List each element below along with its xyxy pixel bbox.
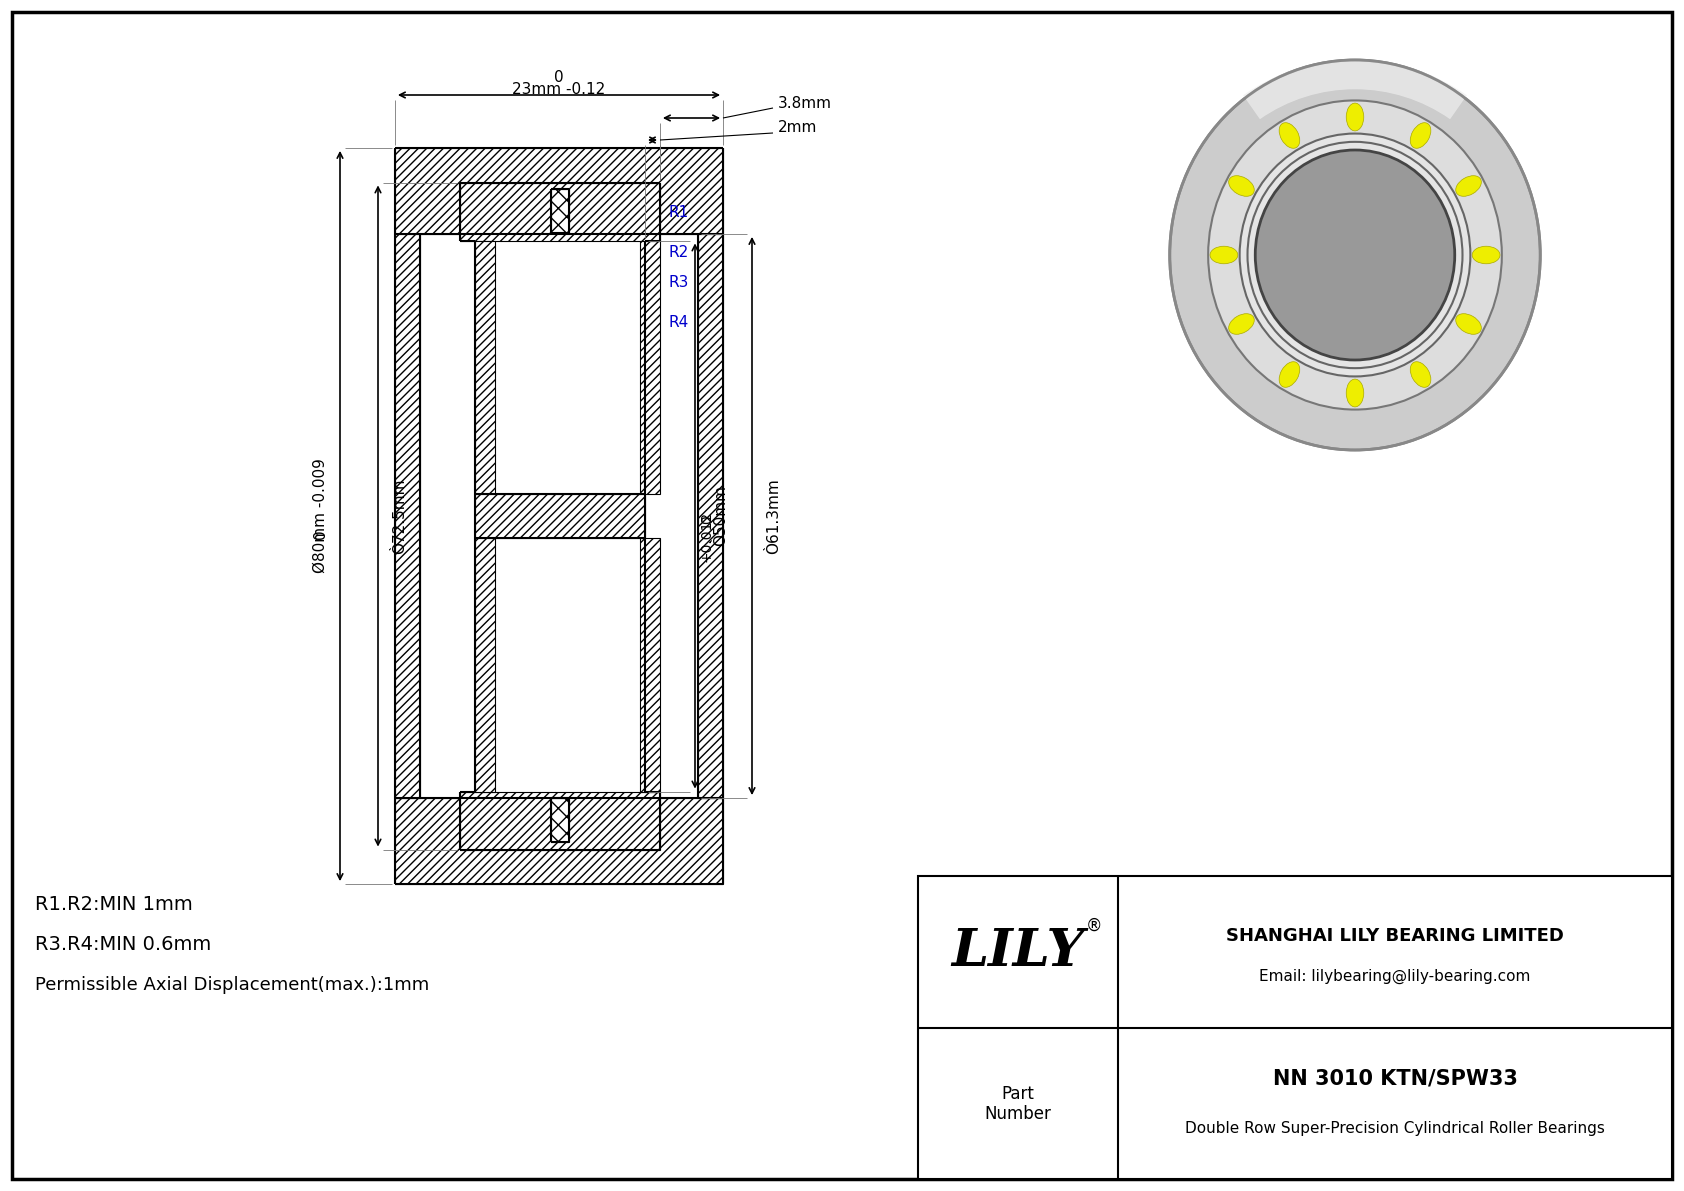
Text: Permissible Axial Displacement(max.):1mm: Permissible Axial Displacement(max.):1mm bbox=[35, 975, 429, 994]
Bar bbox=[460, 792, 660, 849]
Ellipse shape bbox=[1472, 247, 1500, 263]
Text: Ø80mm -0.009: Ø80mm -0.009 bbox=[313, 459, 327, 573]
Text: NN 3010 KTN/SPW33: NN 3010 KTN/SPW33 bbox=[1273, 1068, 1517, 1089]
Ellipse shape bbox=[1248, 142, 1462, 368]
Ellipse shape bbox=[1170, 60, 1541, 450]
Text: R2: R2 bbox=[669, 245, 689, 260]
Bar bbox=[460, 182, 660, 241]
Text: Email: lilybearing@lily-bearing.com: Email: lilybearing@lily-bearing.com bbox=[1260, 968, 1531, 984]
Bar bbox=[551, 188, 569, 232]
Ellipse shape bbox=[1255, 150, 1455, 360]
Bar bbox=[475, 241, 495, 494]
Ellipse shape bbox=[1280, 362, 1300, 387]
Bar bbox=[475, 538, 495, 792]
Text: R1: R1 bbox=[669, 205, 689, 220]
Text: ®: ® bbox=[1086, 917, 1103, 935]
Text: R1.R2:MIN 1mm: R1.R2:MIN 1mm bbox=[35, 896, 192, 915]
Text: 0: 0 bbox=[554, 69, 564, 85]
Text: 0: 0 bbox=[701, 516, 714, 524]
Ellipse shape bbox=[1410, 362, 1431, 387]
Bar bbox=[396, 148, 722, 233]
Text: 3.8mm: 3.8mm bbox=[778, 95, 832, 111]
Ellipse shape bbox=[1207, 100, 1502, 410]
Bar bbox=[396, 233, 419, 798]
Text: Part
Number: Part Number bbox=[985, 1085, 1051, 1123]
Text: Ò61.3mm: Ò61.3mm bbox=[766, 478, 781, 554]
Bar bbox=[551, 798, 569, 842]
Ellipse shape bbox=[1410, 123, 1431, 149]
Text: LILY: LILY bbox=[951, 927, 1084, 978]
Text: SHANGHAI LILY BEARING LIMITED: SHANGHAI LILY BEARING LIMITED bbox=[1226, 927, 1564, 944]
Text: Double Row Super-Precision Cylindrical Roller Bearings: Double Row Super-Precision Cylindrical R… bbox=[1186, 1121, 1605, 1135]
Text: Ò50mm: Ò50mm bbox=[714, 486, 729, 547]
Ellipse shape bbox=[1346, 379, 1364, 407]
Ellipse shape bbox=[1239, 133, 1470, 376]
Text: 2mm: 2mm bbox=[778, 120, 817, 136]
Text: +0.012: +0.012 bbox=[701, 511, 714, 562]
Ellipse shape bbox=[1455, 313, 1482, 335]
Ellipse shape bbox=[1455, 176, 1482, 197]
Ellipse shape bbox=[1211, 247, 1238, 263]
Ellipse shape bbox=[1229, 313, 1255, 335]
Bar bbox=[640, 241, 660, 494]
Text: Ò72.5mm: Ò72.5mm bbox=[392, 479, 408, 554]
Bar bbox=[391, 143, 727, 888]
Bar bbox=[475, 494, 645, 538]
Bar bbox=[918, 877, 1672, 1179]
Ellipse shape bbox=[1346, 104, 1364, 131]
Wedge shape bbox=[1243, 60, 1467, 119]
Text: 23mm -0.12: 23mm -0.12 bbox=[512, 82, 606, 98]
Ellipse shape bbox=[1255, 150, 1455, 360]
Ellipse shape bbox=[1229, 176, 1255, 197]
Ellipse shape bbox=[1280, 123, 1300, 149]
Bar bbox=[640, 538, 660, 792]
Bar bbox=[697, 233, 722, 798]
Text: 0: 0 bbox=[313, 529, 327, 538]
Text: R3.R4:MIN 0.6mm: R3.R4:MIN 0.6mm bbox=[35, 935, 210, 954]
Bar bbox=[396, 798, 722, 884]
Text: R3: R3 bbox=[669, 275, 689, 289]
Text: R4: R4 bbox=[669, 314, 689, 330]
